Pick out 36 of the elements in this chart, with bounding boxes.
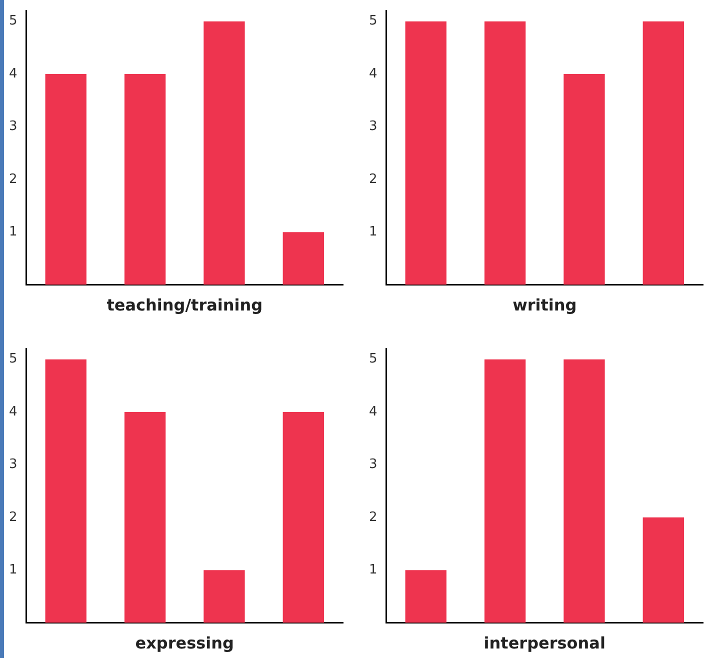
y-tick-label: 1: [368, 224, 378, 240]
bar: [124, 74, 166, 285]
bar: [45, 359, 86, 623]
y-tick-label: 2: [368, 172, 378, 187]
bar: [282, 232, 324, 285]
y-tick-label: 4: [8, 404, 18, 420]
bar: [484, 359, 526, 623]
y-tick-label: 4: [8, 66, 18, 82]
bar: [564, 359, 605, 623]
y-tick-label: 2: [368, 510, 378, 525]
y-tick-label: 3: [368, 457, 378, 472]
y-tick-label: 4: [368, 404, 378, 420]
bar: [642, 517, 684, 623]
y-tick-label: 5: [368, 352, 378, 367]
y-tick-label: 3: [8, 119, 18, 134]
y-tick-label: 2: [8, 510, 18, 525]
y-tick-label: 5: [8, 14, 18, 29]
bar: [124, 412, 166, 623]
bar: [204, 570, 245, 623]
y-tick-label: 4: [368, 66, 378, 82]
y-tick-label: 1: [8, 224, 18, 240]
x-axis-title: writing: [512, 296, 577, 315]
x-axis-title: teaching/training: [106, 296, 263, 315]
bar: [204, 21, 245, 285]
y-tick-label: 1: [368, 562, 378, 578]
y-tick-label: 3: [8, 457, 18, 472]
y-tick-label: 5: [368, 14, 378, 29]
y-tick-label: 1: [8, 562, 18, 578]
y-tick-label: 5: [8, 352, 18, 367]
x-axis-title: interpersonal: [484, 634, 606, 653]
bar: [282, 412, 324, 623]
bar: [45, 74, 86, 285]
y-tick-label: 2: [8, 172, 18, 187]
y-tick-label: 3: [368, 119, 378, 134]
bar: [405, 570, 446, 623]
x-axis-title: expressing: [135, 634, 234, 653]
